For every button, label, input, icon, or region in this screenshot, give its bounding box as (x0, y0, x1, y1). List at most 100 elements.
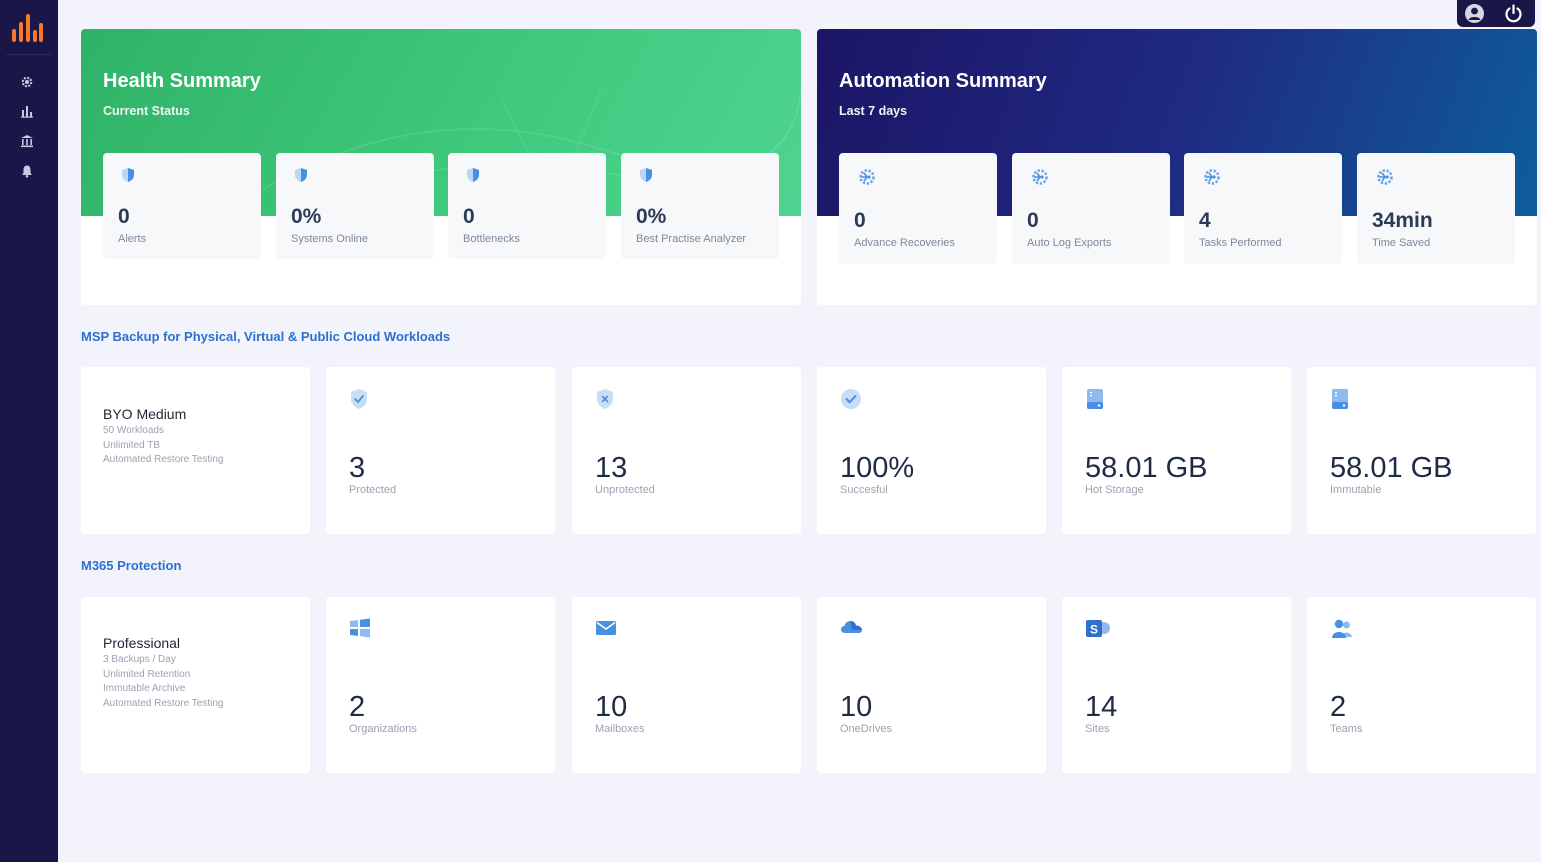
stat-value: 0% (291, 205, 322, 228)
stat-card-time-saved[interactable]: 34min Time Saved (1357, 153, 1515, 264)
stat-value: 4 (1199, 209, 1211, 232)
stat-value: 2 (1330, 691, 1347, 723)
check-circle-icon (840, 388, 862, 410)
stat-value: 14 (1085, 691, 1118, 723)
cloud-icon (840, 618, 862, 640)
shield-icon (639, 167, 657, 185)
bank-icon[interactable] (19, 134, 35, 150)
stat-card-immutable[interactable]: 58.01 GB Immutable (1307, 367, 1536, 534)
shield-icon (294, 167, 312, 185)
stat-card-best-practise[interactable]: 0% Best Practise Analyzer (621, 153, 779, 259)
stat-label: Mailboxes (595, 723, 645, 735)
stat-label: Unprotected (595, 484, 655, 496)
stat-card-systems-online[interactable]: 0% Systems Online (276, 153, 434, 259)
stat-value: 0 (118, 205, 130, 228)
sharepoint-icon: S (1085, 618, 1110, 640)
stat-card-bottlenecks[interactable]: 0 Bottlenecks (448, 153, 606, 259)
health-summary-subtitle: Current Status (103, 104, 190, 118)
stat-card-sites[interactable]: S 14 Sites (1062, 597, 1291, 773)
svg-text:S: S (1090, 623, 1098, 637)
gear-icon[interactable] (19, 75, 35, 91)
stat-value: 3 (349, 452, 366, 484)
stat-value: 0% (636, 205, 667, 228)
plan-feature: Unlimited Retention (103, 668, 191, 680)
plan-feature: Unlimited TB (103, 439, 161, 451)
bell-icon[interactable] (19, 164, 35, 180)
stat-label: Bottlenecks (463, 233, 520, 245)
automation-gear-icon (1030, 167, 1048, 185)
plan-feature: Immutable Archive (103, 683, 186, 694)
teams-icon (1330, 618, 1352, 640)
stat-label: Succesful (840, 484, 888, 496)
stat-label: Systems Online (291, 233, 369, 245)
user-avatar-icon[interactable] (1464, 3, 1485, 24)
stat-label: Advance Recoveries (854, 237, 955, 249)
stat-value: 10 (595, 691, 628, 723)
power-icon[interactable] (1503, 3, 1524, 24)
shield-check-icon (349, 388, 371, 410)
stat-card-hot-storage[interactable]: 58.01 GB Hot Storage (1062, 367, 1291, 534)
shield-icon (466, 167, 484, 185)
stat-card-teams[interactable]: 2 Teams (1307, 597, 1536, 773)
stat-label: Immutable (1330, 484, 1382, 496)
storage-icon (1330, 388, 1352, 410)
stat-value: 58.01 GB (1085, 452, 1208, 484)
health-summary-panel: Health Summary Current Status 0 Alerts 0… (81, 29, 801, 305)
shield-x-icon (595, 388, 617, 410)
stat-card-onedrives[interactable]: 10 OneDrives (817, 597, 1046, 773)
mail-icon (595, 618, 617, 640)
stat-value: 100% (840, 452, 915, 484)
stat-label: Time Saved (1372, 237, 1431, 249)
stat-label: Alerts (118, 233, 147, 245)
m365-section-title: M365 Protection (81, 558, 182, 573)
stat-card-successful[interactable]: 100% Succesful (817, 367, 1046, 534)
stat-card-auto-log-exports[interactable]: 0 Auto Log Exports (1012, 153, 1170, 264)
sidebar-divider (6, 54, 52, 55)
windows-icon (349, 618, 371, 640)
stat-card-unprotected[interactable]: 13 Unprotected (572, 367, 801, 534)
stat-value: 34min (1372, 209, 1433, 232)
stat-value: 58.01 GB (1330, 452, 1453, 484)
stat-card-protected[interactable]: 3 Protected (326, 367, 555, 534)
sidebar (0, 0, 58, 862)
stat-value: 13 (595, 452, 628, 484)
stat-value: 0 (1027, 209, 1039, 232)
automation-summary-subtitle: Last 7 days (839, 104, 908, 118)
plan-feature: Automated Restore Testing (103, 697, 224, 709)
stat-label: Sites (1085, 723, 1110, 735)
automation-summary-panel: Automation Summary Last 7 days 0 Advance… (817, 29, 1537, 305)
plan-feature: 3 Backups / Day (103, 654, 176, 665)
stat-card-mailboxes[interactable]: 10 Mailboxes (572, 597, 801, 773)
automation-gear-icon (1202, 167, 1220, 185)
stat-label: Hot Storage (1085, 484, 1144, 496)
top-controls (1457, 0, 1535, 27)
storage-icon (1085, 388, 1107, 410)
stat-label: Protected (349, 484, 397, 496)
automation-summary-title: Automation Summary (839, 70, 1047, 92)
plan-name: BYO Medium (103, 406, 187, 422)
plan-name: Professional (103, 635, 181, 651)
stat-card-alerts[interactable]: 0 Alerts (103, 153, 261, 259)
stat-value: 0 (463, 205, 475, 228)
msp-plan-card[interactable]: BYO Medium 50 Workloads Unlimited TB Aut… (81, 367, 310, 534)
reports-icon[interactable] (19, 104, 35, 120)
stat-label: Auto Log Exports (1027, 237, 1112, 249)
health-summary-title: Health Summary (103, 70, 261, 92)
stat-label: OneDrives (840, 723, 892, 735)
automation-gear-icon (1375, 167, 1393, 185)
automation-gear-icon (857, 167, 875, 185)
shield-icon (121, 167, 139, 185)
stat-label: Tasks Performed (1199, 237, 1282, 249)
stat-value: 10 (840, 691, 873, 723)
plan-feature: 50 Workloads (103, 425, 164, 436)
bar-chart-logo[interactable] (12, 14, 44, 42)
stat-card-tasks-performed[interactable]: 4 Tasks Performed (1184, 153, 1342, 264)
stat-value: 2 (349, 691, 366, 723)
plan-feature: Automated Restore Testing (103, 454, 224, 465)
stat-label: Organizations (349, 723, 417, 735)
stat-label: Teams (1330, 723, 1363, 735)
m365-plan-card[interactable]: Professional 3 Backups / Day Unlimited R… (81, 597, 310, 773)
stat-card-advance-recoveries[interactable]: 0 Advance Recoveries (839, 153, 997, 264)
stat-card-organizations[interactable]: 2 Organizations (326, 597, 555, 773)
stat-label: Best Practise Analyzer (636, 233, 747, 245)
